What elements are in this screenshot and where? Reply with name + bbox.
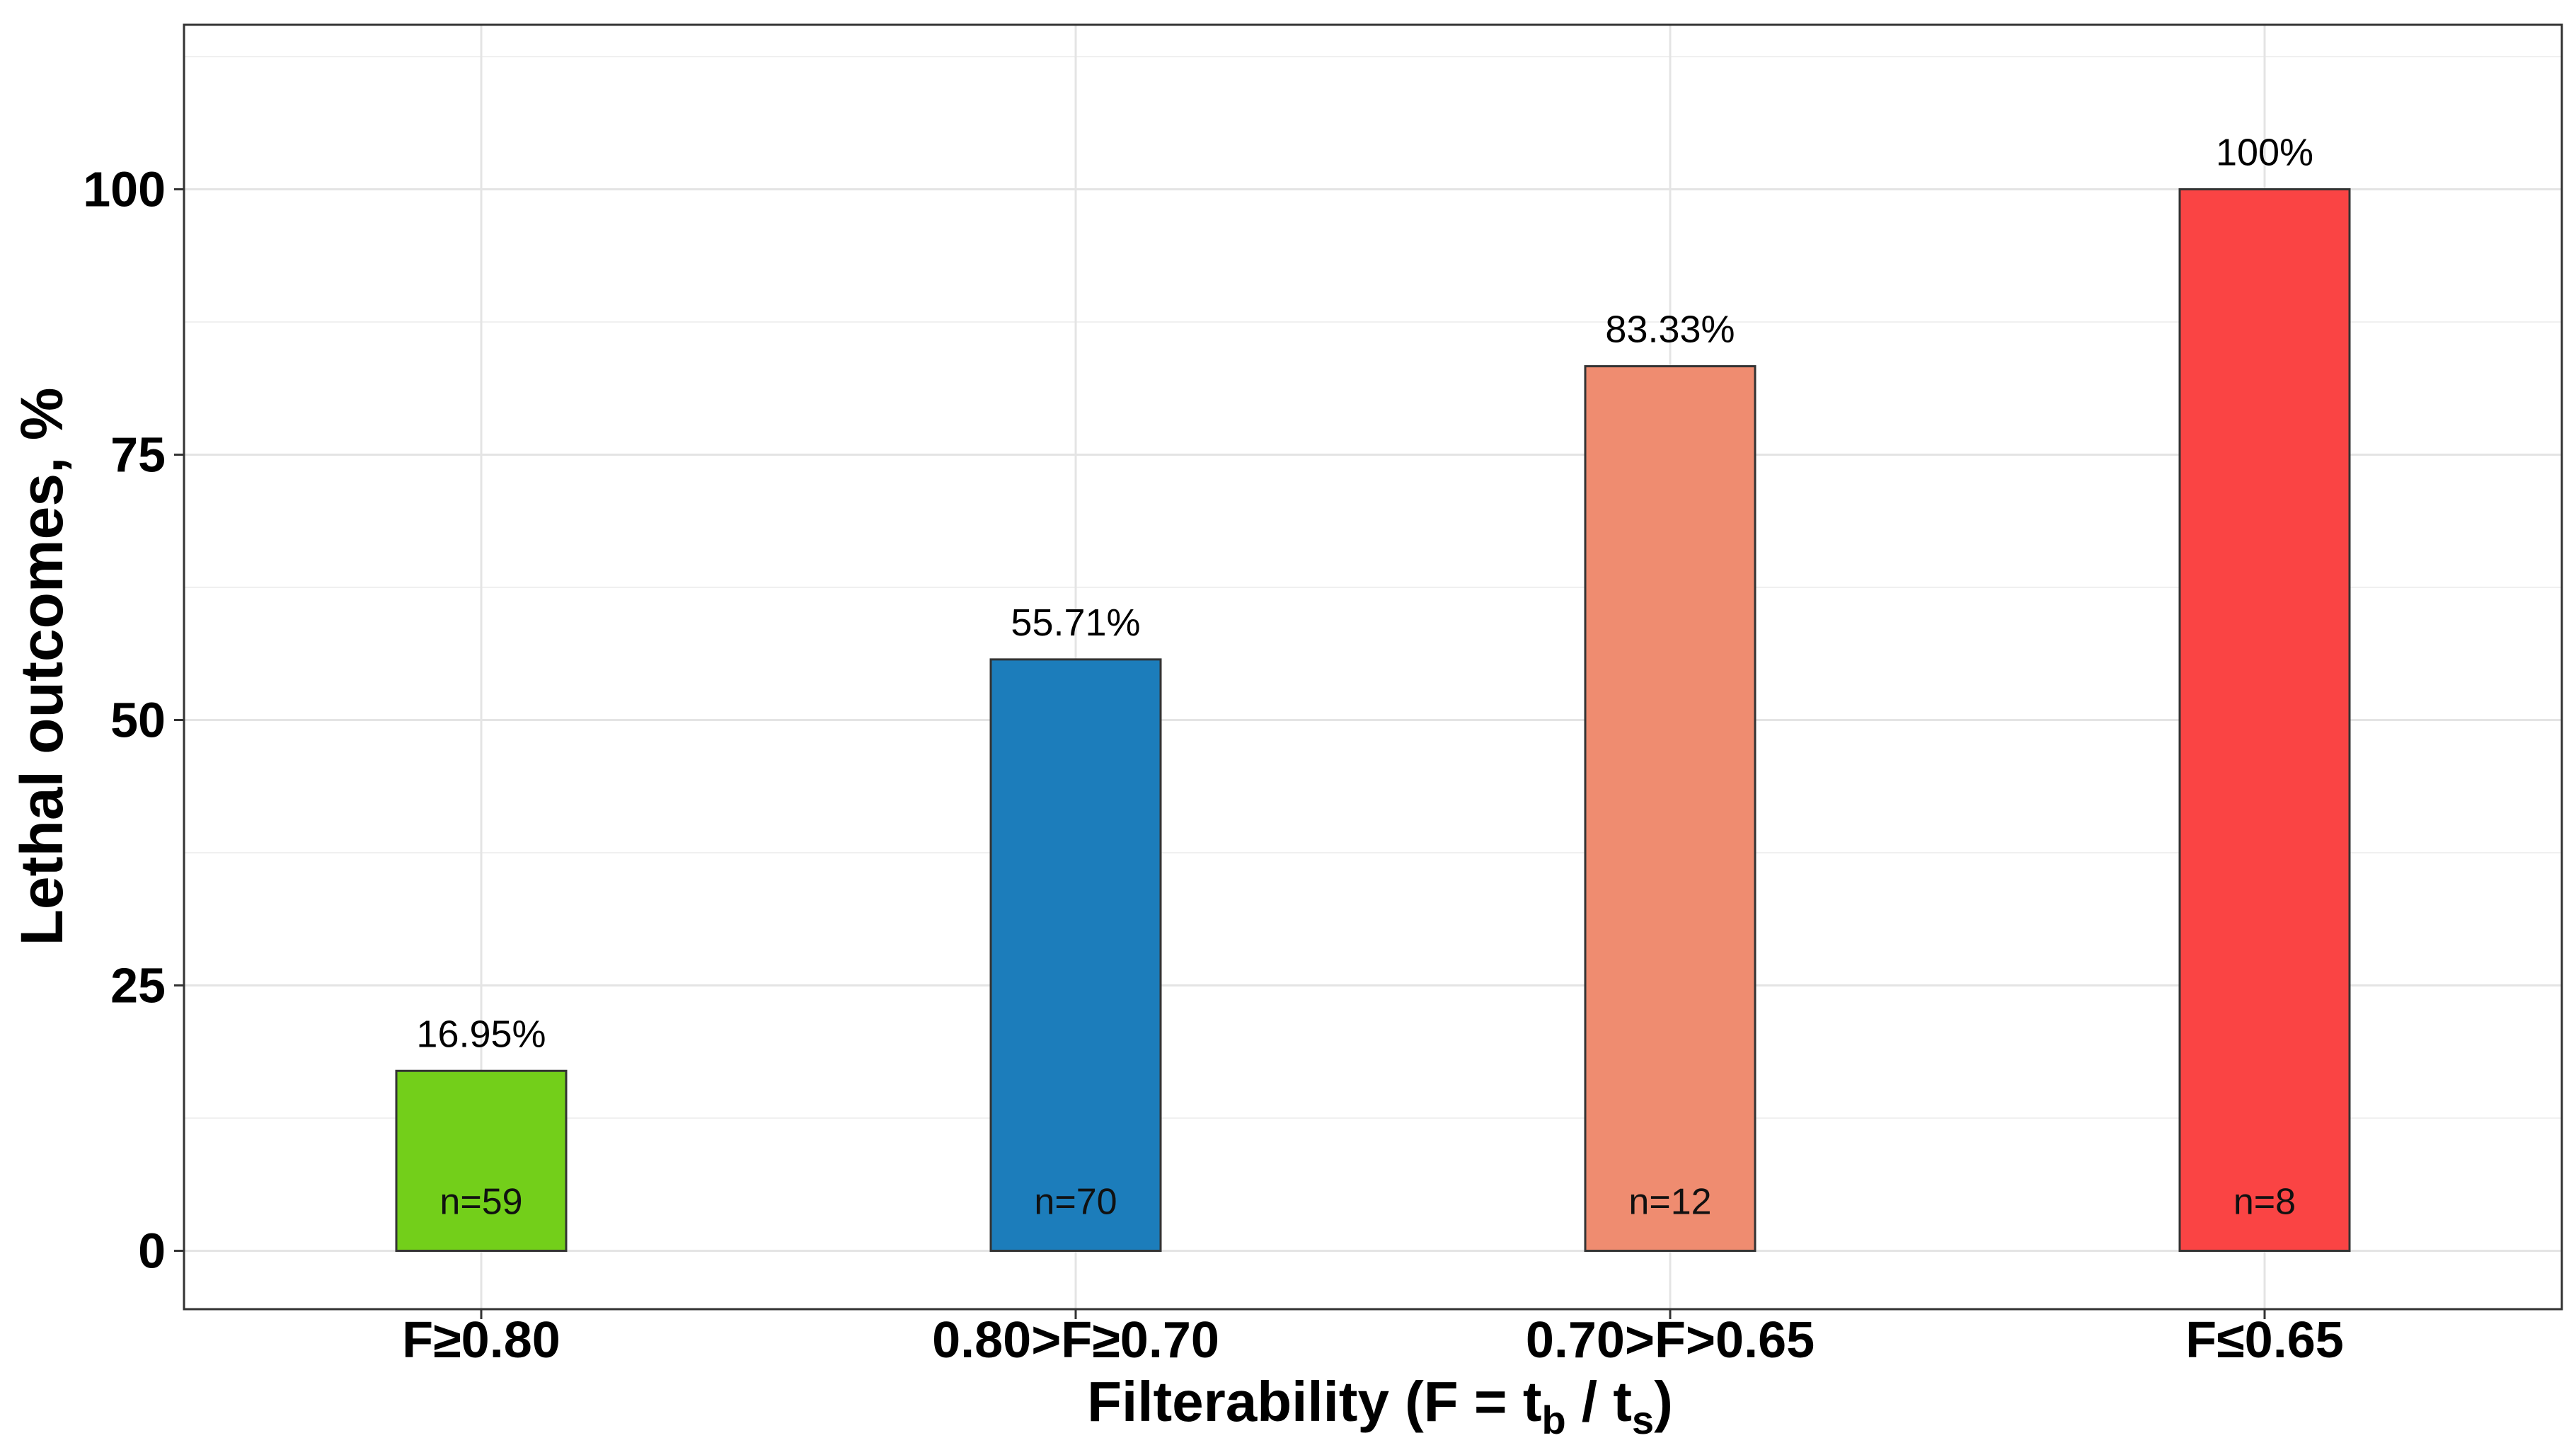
bar-value-label: 55.71%: [1011, 602, 1140, 644]
axis-layer: 0 25 50 75 100 F≥0.80 0.80>F≥0.70 0.70>F>0.65 F≤…: [83, 162, 2344, 1369]
x-axis-title-middle: / t: [1566, 1370, 1632, 1433]
x-tick-label: F≤0.65: [2185, 1312, 2344, 1369]
bar-value-label: 83.33%: [1605, 309, 1735, 351]
bar-n-label: n=70: [1034, 1182, 1117, 1223]
bar-layer: [395, 188, 2351, 1252]
bar-value-label: 100%: [2216, 132, 2313, 174]
plot-panel-border: [183, 23, 2563, 1311]
y-tick-label: 75: [110, 427, 166, 483]
x-axis-title-suffix: ): [1654, 1370, 1673, 1433]
label-layer: 16.95% n=59 55.71% n=70 83.33% n=12 100% n=8: [416, 132, 2313, 1223]
bar: [989, 658, 1162, 1252]
x-axis-title-prefix: Filterability (F = t: [1087, 1370, 1541, 1433]
x-axis-title-sub-b: b: [1541, 1398, 1565, 1442]
x-tick-label: F≥0.80: [402, 1312, 560, 1369]
bar-n-label: n=59: [439, 1182, 522, 1223]
y-tick-label: 0: [138, 1224, 166, 1279]
bar: [2178, 188, 2351, 1252]
y-tick-label: 50: [110, 693, 166, 748]
y-tick-label: 25: [110, 958, 166, 1013]
bar-n-label: n=8: [2233, 1182, 2296, 1223]
y-tick-label: 100: [83, 162, 166, 217]
x-tick-label: 0.80>F≥0.70: [932, 1312, 1219, 1369]
bar: [1584, 365, 1756, 1252]
x-axis-title: Filterability (F = tb / ts): [1087, 1370, 1673, 1442]
x-tick-label: 0.70>F>0.65: [1526, 1312, 1815, 1369]
bar-value-label: 16.95%: [416, 1013, 546, 1055]
bar: [395, 1069, 568, 1252]
bar-n-label: n=12: [1628, 1182, 1711, 1223]
x-axis-title-sub-s: s: [1632, 1398, 1654, 1442]
y-axis-title: Lethal outcomes, %: [8, 388, 75, 946]
